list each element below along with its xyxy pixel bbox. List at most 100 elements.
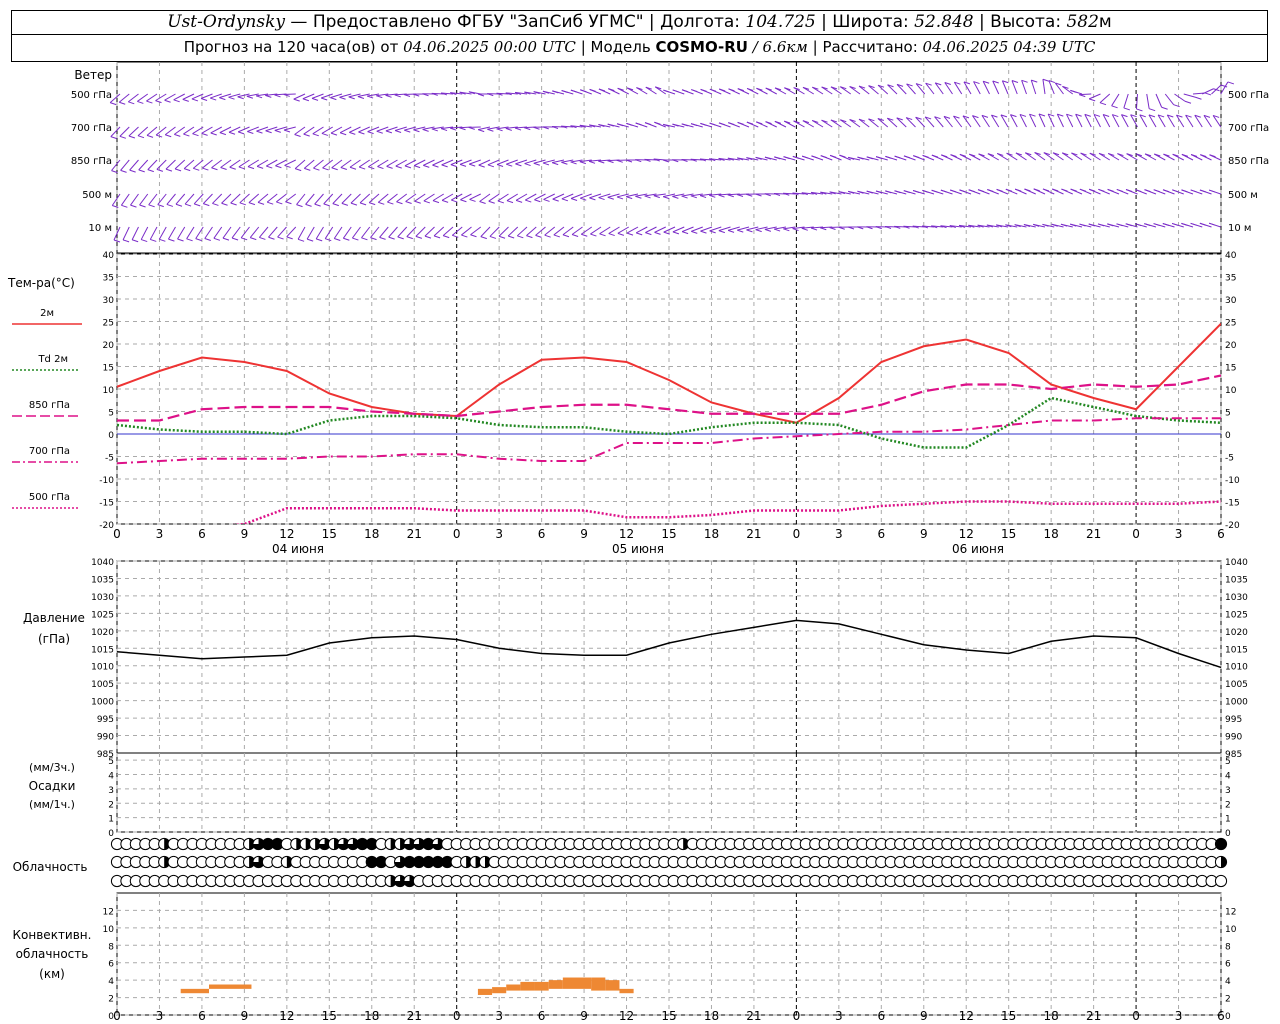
wind-barb [212,193,223,204]
wind-barb [1157,114,1166,128]
wind-barb-flag [173,99,180,103]
wind-barb [201,126,213,134]
wind-barb-flag [182,98,189,102]
wind-barb-flag [183,133,190,137]
wind-barb-flag [1079,94,1086,98]
wind-barb-flag [784,87,791,91]
cloud-symbol-fill [403,856,416,868]
wind-barb-flag [1066,113,1073,117]
wind-barb-flag [681,231,689,235]
wind-barb-flag [875,190,883,194]
wind-barb-flag [553,234,560,238]
wind-barb-flag [246,95,254,99]
wind-barb-flag [1171,222,1179,226]
wind-barb [590,226,602,235]
wind-barb-flag [820,227,827,231]
wind-barb-flag [848,190,855,194]
wind-barb [296,193,306,205]
wind-barb [192,126,204,135]
wind-barb-flag [581,233,588,237]
wind-barb [635,226,648,234]
wind-barb-flag [388,236,395,240]
wind-barb-flag [801,227,808,231]
wind-barb [311,93,324,99]
wind-barb [877,84,889,95]
wind-barb [1088,93,1101,100]
wind-barb [915,83,926,95]
wind-barb-flag [885,190,892,194]
wind-barb-flag [840,119,847,123]
wind-barb-flag [765,121,772,125]
wind-barb-flag [349,131,356,135]
wind-barb-flag [316,238,323,242]
wind-barb [672,193,685,197]
wind-barb-flag [177,238,184,242]
wind-barb [570,193,583,199]
hour-tick-label: 0 [1132,1009,1140,1023]
wind-barb [377,159,389,168]
temp-tick-label: 35 [103,274,114,284]
wind-barb-flag [829,227,836,230]
wind-barb [183,126,195,135]
wind-barb [257,193,269,203]
wind-barb [113,226,121,241]
cloud-symbol-fill [403,875,416,887]
wind-barb-flag [885,155,892,159]
temp-tick-label: 20 [103,341,115,351]
wind-barb [533,159,546,164]
wind-barb-flag [1029,113,1036,117]
wind-barb [690,158,703,161]
wind-barb-flag [736,194,744,197]
wind-barb [415,226,426,237]
temp-tick-label: 15 [1225,364,1236,374]
wind-barb [128,126,139,137]
wind-barb-flag [432,200,440,204]
wind-barb [1038,113,1046,128]
pressure-tick-label: 1025 [1225,610,1248,620]
wind-barb-flag [359,202,367,206]
wind-level-label: 850 гПа [1228,156,1269,167]
wind-barb-flag [830,86,838,90]
wind-barb [1185,114,1194,128]
wind-barb-flag [607,123,614,127]
pressure-tick-label: 990 [97,733,114,743]
wind-barb [1048,80,1055,95]
wind-barb [459,159,472,165]
wind-barb [368,193,380,203]
wind-barb-flag [987,153,995,157]
precip-tick-label: 5 [1225,757,1231,767]
wind-barb-flag [137,135,145,139]
wind-barb-flag [325,238,332,242]
wind-barb-flag [821,86,828,90]
wind-barb [211,159,223,169]
wind-barb [379,226,389,238]
wind-barb [433,226,445,237]
hour-tick-label: 0 [113,1009,121,1023]
wind-barb [174,159,186,170]
wind-barb-flag [1161,106,1168,110]
wind-barb [202,193,213,204]
wind-barb-flag [727,157,734,161]
wind-barb-flag [810,227,818,231]
conv-tick-label: 10 [1225,925,1237,935]
altitude-label: Высота: [990,12,1062,32]
wind-barb [718,226,731,232]
wind-barb-flag [268,236,275,240]
wind-barb-flag [461,234,468,238]
wind-barb-flag [1116,188,1123,192]
conv-bar [605,980,620,991]
wind-barb [127,93,139,103]
wind-barb [515,159,528,165]
wind-barb [238,159,250,168]
wind-barb [982,81,990,95]
wind-barb [1102,114,1111,128]
hour-tick-label: 0 [453,527,461,541]
wind-barb [1061,152,1074,161]
wind-barb [266,193,278,203]
wind-barb [1099,93,1111,104]
wind-barb-flag [256,130,263,134]
wind-barb [451,193,463,201]
legend-label-2m: 2м [40,308,54,319]
wind-barb-flag [285,201,292,205]
wind-barb [1148,114,1157,128]
